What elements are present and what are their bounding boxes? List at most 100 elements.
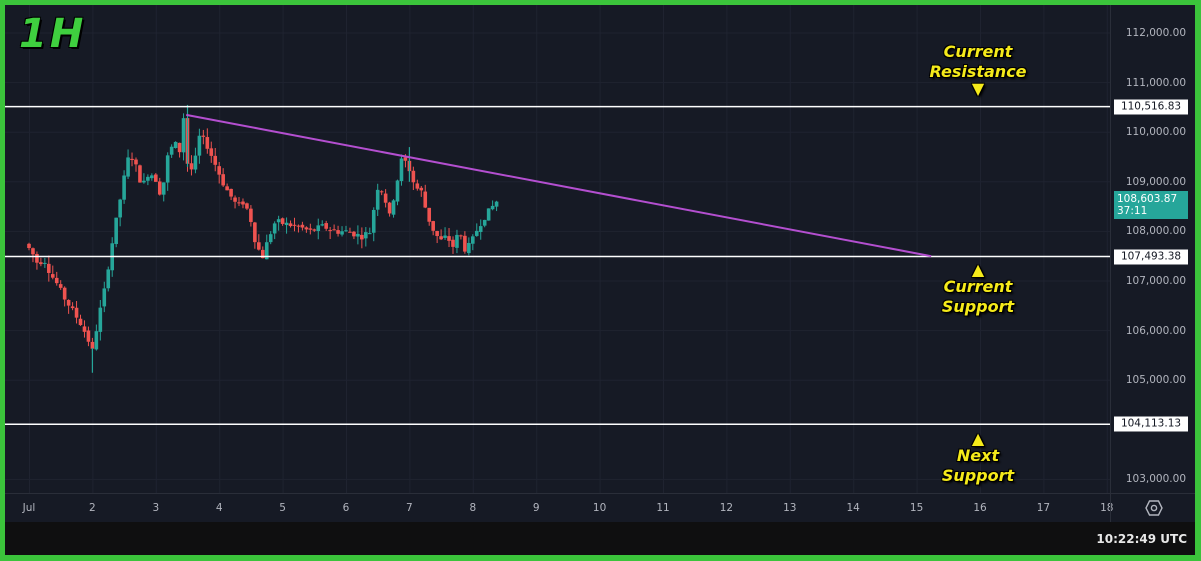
candle-body [332,229,336,231]
candle-body [276,219,281,223]
candle-body [126,157,130,177]
candle-body [197,135,202,156]
price-tick: 105,000.00 [1125,374,1186,387]
candle-body [455,234,459,248]
candle-body [229,188,233,197]
candle-body [47,263,51,273]
candle-body [233,197,237,202]
price-tick: 103,000.00 [1125,473,1186,486]
candle-body [50,274,55,278]
annotation-next-support: ▲ Next Support [908,431,1048,486]
annotation-current-support: ▲ Current Support [908,262,1048,317]
candle-body [106,269,111,289]
candle-body [138,165,142,183]
arrow-down-icon: ▼ [971,79,985,98]
candle-body [308,228,313,230]
price-axis[interactable]: 112,000.00 111,000.00 110,000.00 109,000.00… [1110,5,1195,493]
candle-body [209,148,214,156]
candle-body [205,137,210,149]
candle-body [58,284,63,288]
price-tick: 110,000.00 [1125,126,1186,139]
candle-body [94,331,99,350]
candle-body [260,249,265,259]
chart-settings-button[interactable] [1110,493,1195,522]
settings-hexagon-icon [1144,500,1163,516]
candle-body [66,299,71,306]
candle-body [304,227,309,230]
candle-body [169,146,174,155]
candle-body [395,180,400,202]
time-tick: 7 [406,502,413,514]
price-tick: 106,000.00 [1125,324,1186,337]
price-tick: 111,000.00 [1125,76,1186,89]
candle-body [328,230,332,232]
candle-body [86,330,91,342]
candle-body [296,225,301,227]
candle-body [78,318,83,326]
candle-body [70,306,75,309]
next-support-price-label: 104,113.13 [1114,416,1188,432]
candle-body [344,230,348,232]
candle-body [102,288,107,307]
price-tick: 109,000.00 [1125,175,1186,188]
candle-body [165,155,170,183]
candle-body [35,254,39,263]
candle-body [427,207,432,222]
candle-body [451,239,455,247]
candle-body [336,230,340,234]
candle-body [217,166,221,175]
candle-body [39,262,43,265]
time-tick: 9 [532,502,540,514]
candle-body [471,236,475,244]
price-tick: 108,000.00 [1125,225,1186,238]
candle-body [253,222,257,243]
price-tick: 112,000.00 [1125,27,1186,39]
candle-body [439,236,443,240]
candle-body [31,248,35,255]
candle-body [423,191,428,208]
annotation-current-resistance: Current Resistance ▼ [908,42,1048,98]
candle-body [375,189,380,210]
candle-body [447,236,451,241]
candle-body [348,231,352,233]
candle-body [340,231,344,235]
candle-body [292,224,297,226]
time-axis[interactable]: Jul 2 3 4 5 6 7 8 9 10 11 12 13 14 15 16 17 18 [5,493,1113,522]
candle-body [237,202,241,204]
time-tick: 15 [909,502,924,514]
descending-trendline[interactable] [186,113,932,258]
candle-body [181,118,186,153]
candle-body [379,191,384,193]
time-tick: 17 [1036,502,1051,514]
time-tick: 14 [846,502,860,514]
utc-clock: 10:22:49 UTC [1096,532,1187,546]
candle-body [478,226,483,232]
candle-body [467,242,471,254]
candle-body [490,205,495,210]
candle-body [134,159,138,165]
candle-body [257,242,261,250]
time-tick: Jul [22,502,36,514]
candle-body [142,180,146,183]
current-support-price-label: 107,493.38 [1114,249,1188,265]
candle-body [411,170,416,183]
chart-plot-area[interactable] [5,5,1110,493]
candle-body [367,233,372,235]
candle-body [62,287,67,300]
candle-body [130,158,134,161]
candle-body [213,155,218,165]
candle-body [474,230,479,236]
candle-body [150,175,154,179]
chart-frame: 1H Current Resistance ▼ ▲ Current Suppor… [5,5,1195,555]
candle-body [415,183,420,189]
candle-body [459,235,463,237]
time-tick: 8 [469,502,477,514]
candle-body [360,234,364,240]
candle-body [391,200,396,215]
candle-body [122,175,126,200]
candle-body [435,230,439,237]
candle-body [264,242,269,260]
candle-body [280,218,285,224]
candle-body [443,235,447,238]
candle-body [114,217,118,244]
